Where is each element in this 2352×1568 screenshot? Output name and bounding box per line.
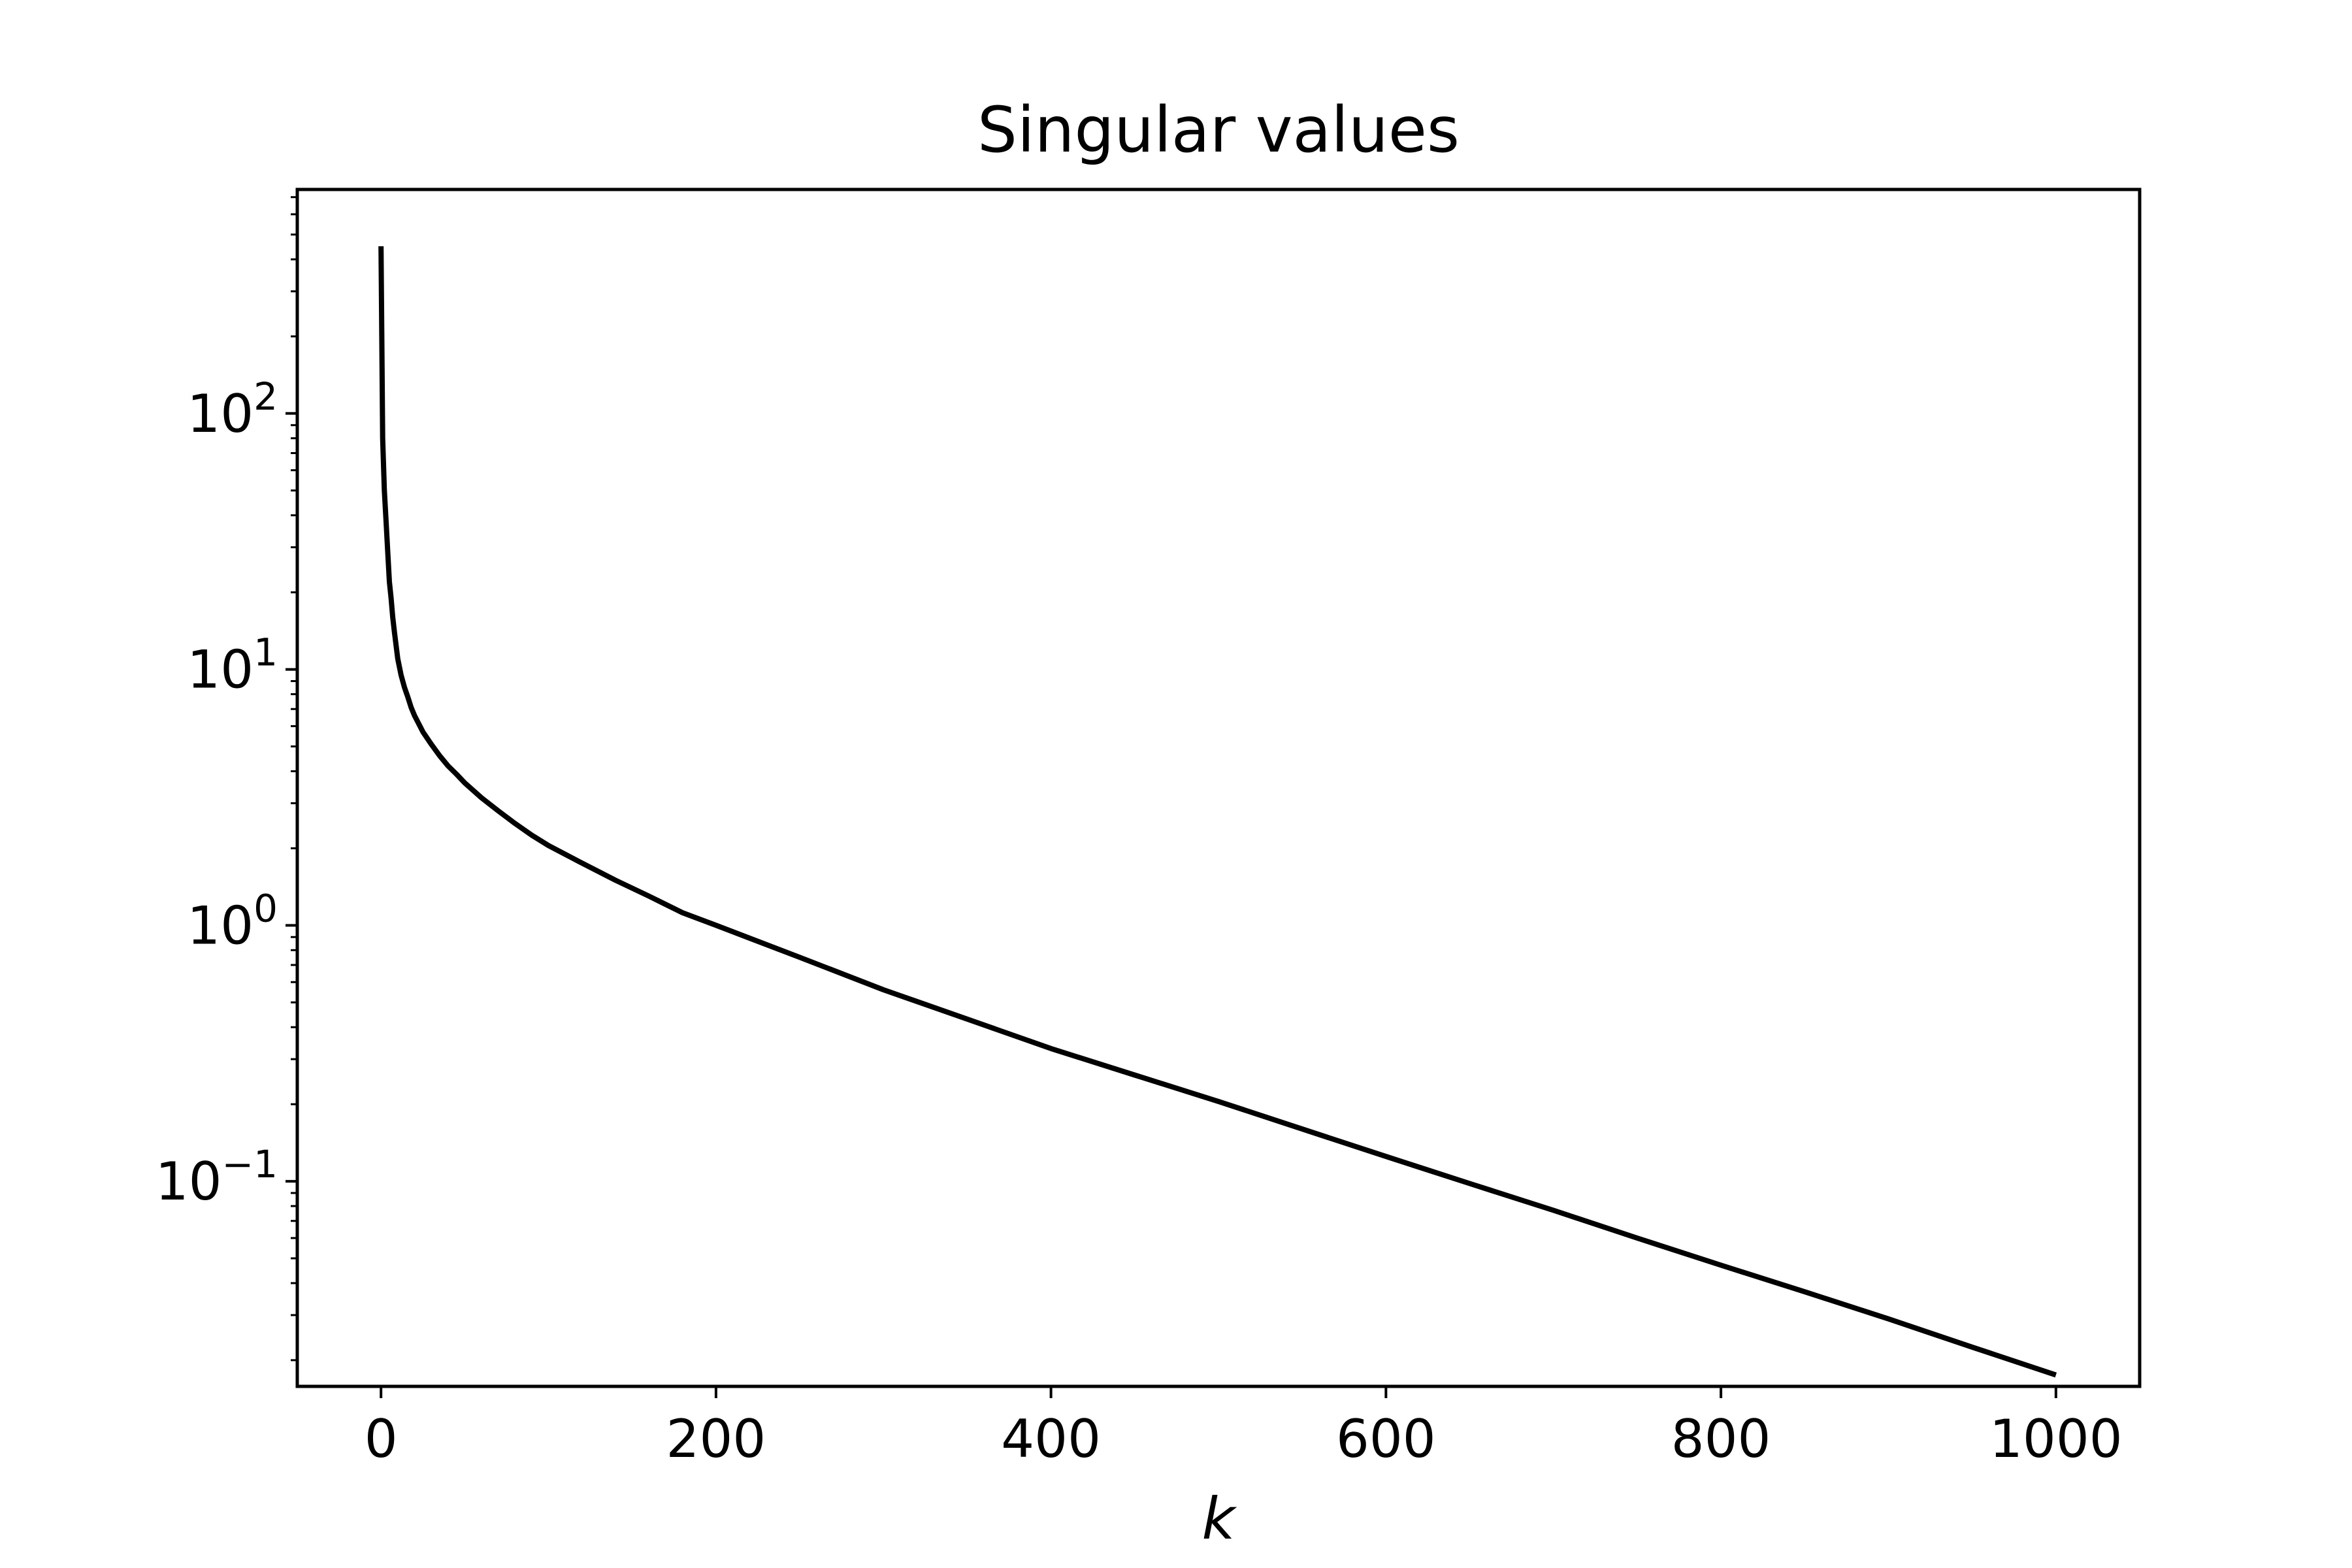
plot-frame: [295, 188, 2142, 1388]
x-tick-label: 800: [1671, 1409, 1771, 1469]
chart-title: Singular values: [977, 93, 1460, 167]
axis-tick-labels: 0 200 400 600 800 1000 102 101 100 10−1: [155, 374, 2123, 1469]
x-tick-label: 0: [365, 1409, 398, 1469]
axis-major-ticks: [286, 412, 2057, 1398]
x-tick-label: 400: [1001, 1409, 1101, 1469]
y-tick-label: 100: [187, 886, 278, 956]
x-axis-label: k: [1202, 1485, 1237, 1552]
singular-values-series-line: [378, 246, 2057, 1378]
y-tick-label: 10−1: [155, 1142, 278, 1212]
x-tick-label: 200: [666, 1409, 766, 1469]
y-tick-label: 102: [187, 374, 278, 444]
x-tick-label: 600: [1336, 1409, 1436, 1469]
y-tick-label: 101: [187, 630, 278, 700]
x-tick-label: 1000: [1989, 1409, 2123, 1469]
